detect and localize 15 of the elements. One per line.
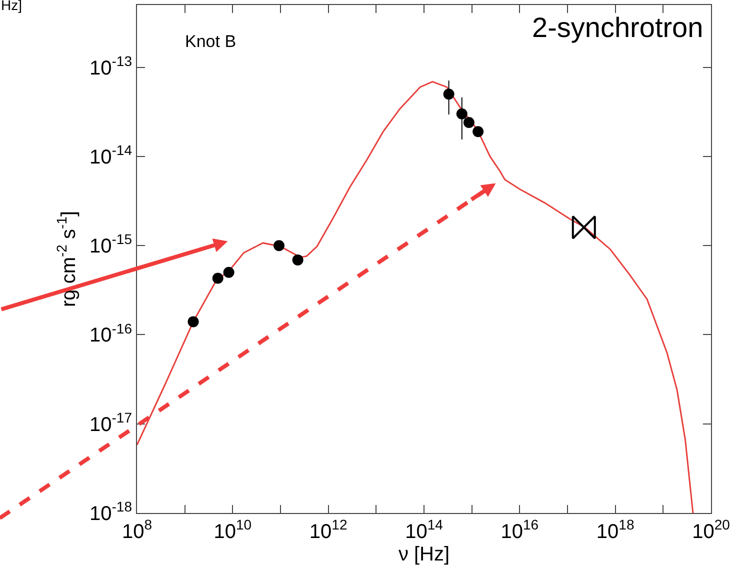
y-tick-label: 10$^{-13}$ [90,52,132,80]
x-tick-label: 10$^{10}$ [214,516,252,543]
x-tick-label: 10$^{12}$ [309,516,348,543]
text: Hz] [1,0,22,13]
x-tick-label: 10$^{18}$ [596,516,634,543]
x-tick-label: 10$^{20}$ [692,516,730,543]
y-tick-label: 10$^{-16}$ [90,320,132,347]
x-tick-label: 10$^{16}$ [500,516,539,543]
annotation: Knot B [185,32,236,51]
x-tick-label: 10$^{14}$ [405,516,444,543]
y-tick-label: 10$^{-14}$ [90,142,132,168]
x-axis-title: ν [Hz] [398,544,450,566]
y-tick-label: 10$^{-15}$ [90,231,132,258]
annotation: 2-synchrotron [532,12,704,43]
y-tick-label: 10$^{-17}$ [90,409,132,436]
